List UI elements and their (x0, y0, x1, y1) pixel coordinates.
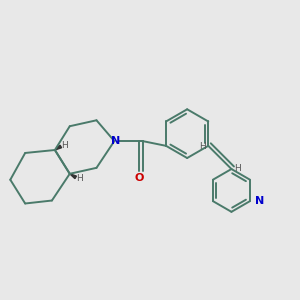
Text: H: H (234, 164, 241, 172)
Text: H: H (61, 141, 68, 150)
Text: H: H (199, 142, 206, 151)
Polygon shape (70, 174, 76, 178)
Text: O: O (134, 173, 143, 183)
Polygon shape (55, 145, 62, 150)
Text: N: N (111, 136, 120, 146)
Text: H: H (76, 174, 82, 183)
Text: N: N (255, 196, 265, 206)
